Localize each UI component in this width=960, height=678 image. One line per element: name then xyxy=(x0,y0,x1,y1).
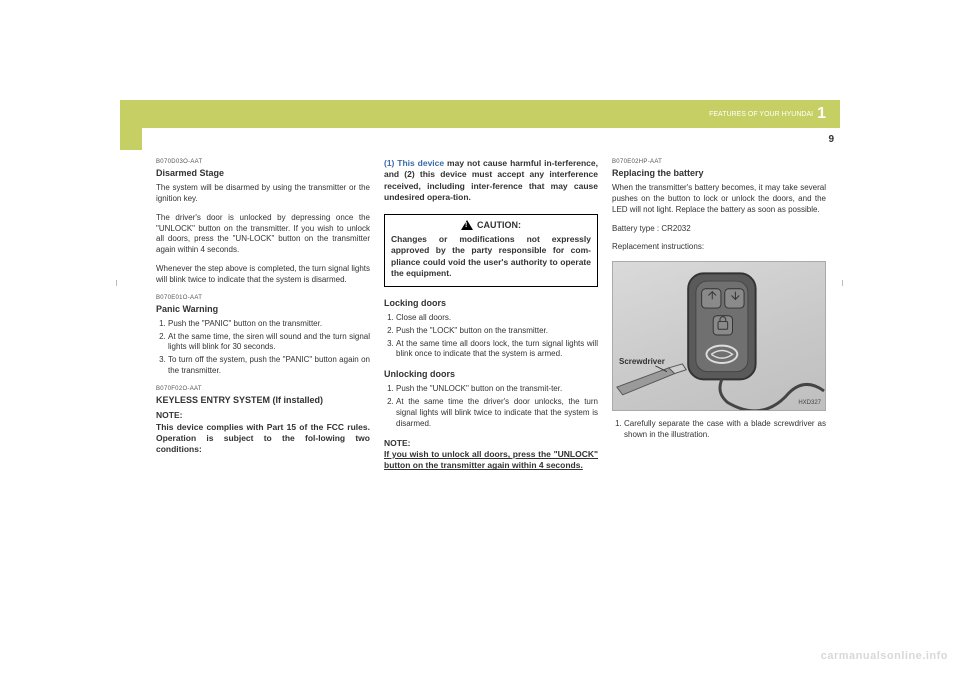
note-continuation: (1) This device may not cause harmful in… xyxy=(384,158,598,204)
list-item: Close all doors. xyxy=(396,313,598,324)
list-item: Push the "UNLOCK" button on the transmit… xyxy=(396,384,598,395)
ordered-list: Push the "UNLOCK" button on the transmit… xyxy=(384,384,598,429)
illustration-code: HXD327 xyxy=(798,399,821,407)
warning-triangle-icon xyxy=(461,220,473,230)
sidebar xyxy=(120,100,142,578)
sidebar-accent xyxy=(120,100,142,150)
section-code: B070E01O-AAT xyxy=(156,294,370,302)
margin-tick-right xyxy=(842,280,843,286)
ordered-list: Close all doors. Push the "LOCK" button … xyxy=(384,313,598,360)
ordered-list: Push the "PANIC" button on the transmitt… xyxy=(156,319,370,377)
key-fob-illustration xyxy=(613,262,825,410)
chapter-number: 1 xyxy=(817,105,826,123)
list-item: To turn off the system, push the "PANIC"… xyxy=(168,355,370,377)
section-heading: Disarmed Stage xyxy=(156,167,370,179)
illustration-photo: Screwdriver HXD327 xyxy=(612,261,826,411)
note-body: If you wish to unlock all doors, press t… xyxy=(384,449,598,472)
list-item: At the same time the driver's door unloc… xyxy=(396,397,598,429)
caution-body: Changes or modifications not expressly a… xyxy=(391,234,591,280)
body-paragraph: Replacement instructions: xyxy=(612,242,826,253)
section-code: B070E02HP-AAT xyxy=(612,158,826,166)
section-heading: Unlocking doors xyxy=(384,368,598,380)
section-heading: KEYLESS ENTRY SYSTEM (If installed) xyxy=(156,394,370,406)
section-code: B070F02O-AAT xyxy=(156,385,370,393)
page-number: 9 xyxy=(828,134,834,145)
body-paragraph: The driver's door is unlocked by depress… xyxy=(156,213,370,256)
body-paragraph: When the transmitter's battery becomes, … xyxy=(612,183,826,215)
note-body: This device complies with Part 15 of the… xyxy=(156,422,370,456)
note-label: NOTE: xyxy=(384,438,598,449)
page: FEATURES OF YOUR HYUNDAI 1 9 B070D03O-AA… xyxy=(120,100,840,578)
list-item: Push the "PANIC" button on the transmitt… xyxy=(168,319,370,330)
column-2: (1) This device may not cause harmful in… xyxy=(384,158,598,570)
header-band: FEATURES OF YOUR HYUNDAI 1 xyxy=(142,100,840,128)
margin-tick-left xyxy=(116,280,117,286)
list-item: At the same time, the siren will sound a… xyxy=(168,332,370,354)
note-continuation-link: (1) This device xyxy=(384,158,447,168)
illustration-callout-label: Screwdriver xyxy=(619,357,665,368)
section-title: FEATURES OF YOUR HYUNDAI xyxy=(709,111,813,118)
section-heading: Panic Warning xyxy=(156,303,370,315)
list-item: At the same time all doors lock, the tur… xyxy=(396,339,598,361)
body-paragraph: The system will be disarmed by using the… xyxy=(156,183,370,205)
content-columns: B070D03O-AAT Disarmed Stage The system w… xyxy=(156,158,826,570)
section-code: B070D03O-AAT xyxy=(156,158,370,166)
body-paragraph: Whenever the step above is completed, th… xyxy=(156,264,370,286)
list-item: Carefully separate the case with a blade… xyxy=(624,419,826,441)
note-label: NOTE: xyxy=(156,410,370,421)
list-item: Push the "LOCK" button on the transmitte… xyxy=(396,326,598,337)
section-heading: Replacing the battery xyxy=(612,167,826,179)
column-1: B070D03O-AAT Disarmed Stage The system w… xyxy=(156,158,370,570)
column-3: B070E02HP-AAT Replacing the battery When… xyxy=(612,158,826,570)
caution-label: CAUTION: xyxy=(477,219,521,231)
ordered-list: Carefully separate the case with a blade… xyxy=(612,419,826,441)
watermark: carmanualsonline.info xyxy=(821,650,948,662)
caution-box: CAUTION: Changes or modifications not ex… xyxy=(384,214,598,287)
caution-heading: CAUTION: xyxy=(391,219,591,231)
body-paragraph: Battery type : CR2032 xyxy=(612,224,826,235)
section-heading: Locking doors xyxy=(384,297,598,309)
